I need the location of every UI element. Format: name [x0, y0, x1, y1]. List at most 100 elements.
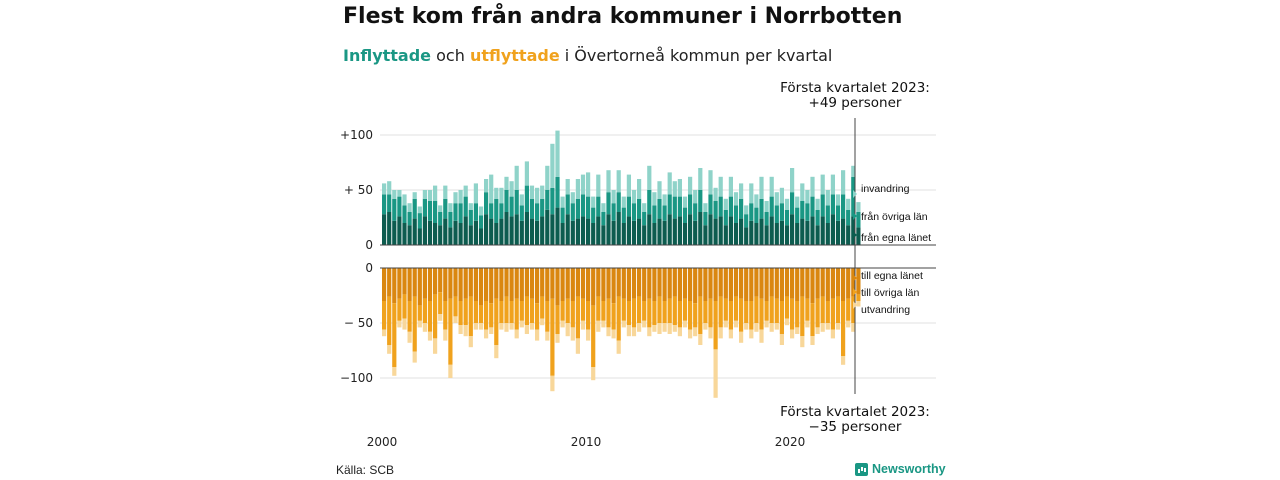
- bar-in-invandring-45: [611, 190, 616, 204]
- bar-in-fran_ovriga_lan-70: [739, 198, 744, 219]
- bar-out-utvandring-90: [841, 356, 846, 365]
- bar-out-till_ovriga_lan-8: [422, 298, 427, 323]
- bar-in-invandring-11: [438, 205, 443, 212]
- bar-out-till_egna_lanet-15: [458, 268, 463, 301]
- bar-out-till_egna_lanet-21: [489, 268, 494, 304]
- bar-out-utvandring-60: [688, 329, 693, 339]
- bar-in-fran_egna_lanet-6: [412, 218, 417, 245]
- bar-in-fran_egna_lanet-38: [575, 218, 580, 245]
- bar-out-utvandring-88: [830, 329, 835, 339]
- bar-out-till_egna_lanet-42: [596, 268, 601, 297]
- bar-out-till_egna_lanet-32: [545, 268, 550, 301]
- bar-out-till_ovriga_lan-63: [703, 301, 708, 323]
- bar-out-till_ovriga_lan-72: [749, 301, 754, 330]
- bar-in-fran_ovriga_lan-40: [586, 196, 591, 219]
- bar-out-utvandring-80: [790, 329, 795, 339]
- bar-in-invandring-88: [830, 174, 835, 195]
- bar-out-utvandring-0: [382, 329, 387, 337]
- bar-in-fran_egna_lanet-74: [759, 218, 764, 245]
- bar-out-till_egna_lanet-34: [555, 268, 560, 306]
- bar-in-invandring-1: [387, 181, 392, 195]
- bar-in-fran_egna_lanet-31: [540, 216, 545, 245]
- bar-in-invandring-32: [545, 165, 550, 190]
- bar-in-fran_egna_lanet-28: [524, 212, 529, 245]
- bar-in-fran_ovriga_lan-50: [637, 198, 642, 219]
- bar-out-till_ovriga_lan-43: [601, 301, 606, 321]
- bar-in-invandring-19: [478, 206, 484, 216]
- bar-out-till_egna_lanet-61: [693, 268, 698, 304]
- bar-in-fran_egna_lanet-77: [774, 223, 779, 245]
- annotation-top-line2: +49 personer: [809, 95, 902, 111]
- bar-in-fran_egna_lanet-61: [693, 220, 698, 245]
- bar-out-utvandring-35: [560, 320, 565, 328]
- bar-out-till_egna_lanet-92: [851, 268, 856, 297]
- bar-out-utvandring-8: [422, 323, 427, 332]
- bar-in-invandring-83: [805, 190, 810, 204]
- bar-out-till_egna_lanet-75: [764, 268, 769, 301]
- bar-in-invandring-20: [484, 179, 489, 193]
- bar-in-invandring-9: [427, 190, 433, 201]
- bar-in-invandring-38: [575, 179, 580, 199]
- bar-in-invandring-34: [555, 130, 560, 177]
- brand-name: Newsworthy: [872, 462, 946, 476]
- bar-out-utvandring-1: [387, 345, 392, 354]
- x-tick-2010: 2010: [571, 435, 602, 449]
- bar-in-fran_ovriga_lan-56: [667, 194, 672, 215]
- bar-in-fran_egna_lanet-68: [728, 216, 733, 245]
- bar-in-fran_ovriga_lan-33: [550, 187, 555, 215]
- bar-in-fran_egna_lanet-23: [499, 218, 504, 245]
- bar-out-till_ovriga_lan-73: [754, 296, 759, 323]
- bar-in-invandring-82: [800, 183, 805, 201]
- bar-in-fran_egna_lanet-51: [642, 225, 647, 245]
- bar-out-utvandring-2: [392, 367, 397, 376]
- bar-in-fran_egna_lanet-63: [703, 225, 708, 245]
- bar-out-utvandring-17: [468, 336, 473, 348]
- bar-out-till_ovriga_lan-93: [856, 294, 861, 301]
- bar-in-fran_egna_lanet-7: [417, 228, 422, 245]
- bar-in-fran_egna_lanet-55: [662, 220, 667, 245]
- bar-in-invandring-87: [825, 190, 830, 206]
- brand[interactable]: Newsworthy: [855, 462, 946, 476]
- bar-out-till_ovriga_lan-34: [555, 305, 560, 334]
- bar-in-fran_ovriga_lan-76: [769, 196, 774, 217]
- bar-out-utvandring-52: [647, 327, 652, 337]
- bar-out-utvandring-11: [438, 314, 443, 321]
- bar-out-utvandring-4: [402, 318, 407, 330]
- bar-in-invandring-53: [652, 192, 657, 206]
- bar-out-utvandring-50: [637, 323, 642, 332]
- bar-out-till_ovriga_lan-0: [382, 301, 387, 330]
- bar-out-till_ovriga_lan-44: [606, 298, 611, 328]
- bar-in-fran_ovriga_lan-4: [402, 205, 407, 223]
- bar-in-invandring-33: [550, 143, 555, 188]
- bar-out-till_egna_lanet-4: [402, 268, 407, 295]
- bar-in-invandring-24: [504, 176, 509, 190]
- bar-out-till_egna_lanet-38: [575, 268, 580, 297]
- bar-out-utvandring-20: [484, 329, 489, 339]
- bar-in-invandring-7: [417, 206, 422, 214]
- bar-in-fran_ovriga_lan-67: [723, 209, 728, 226]
- bar-in-fran_ovriga_lan-63: [703, 212, 708, 226]
- bar-out-till_ovriga_lan-23: [499, 301, 504, 323]
- bar-in-invandring-90: [841, 170, 846, 195]
- bar-in-invandring-27: [519, 194, 524, 206]
- bar-in-invandring-21: [489, 174, 494, 204]
- bar-in-invandring-57: [672, 181, 677, 197]
- bar-out-till_ovriga_lan-88: [830, 298, 835, 330]
- bar-in-fran_ovriga_lan-16: [463, 196, 468, 217]
- bar-out-till_ovriga_lan-25: [509, 301, 514, 323]
- bar-out-till_egna_lanet-24: [504, 268, 509, 297]
- bar-in-fran_egna_lanet-72: [749, 220, 754, 245]
- bar-in-invandring-26: [514, 165, 519, 190]
- subtitle-utflyttade: utflyttade: [469, 46, 560, 65]
- bar-in-fran_egna_lanet-60: [688, 214, 693, 245]
- bar-in-fran_egna_lanet-50: [637, 218, 642, 245]
- bar-in-fran_ovriga_lan-75: [764, 212, 769, 226]
- bar-in-fran_ovriga_lan-61: [693, 203, 698, 221]
- bar-in-invandring-30: [535, 187, 540, 204]
- bar-out-utvandring-7: [417, 320, 422, 328]
- bar-out-till_ovriga_lan-55: [662, 301, 667, 323]
- bar-in-invandring-63: [703, 203, 708, 212]
- bar-in-fran_ovriga_lan-18: [473, 203, 478, 221]
- bar-out-till_egna_lanet-67: [723, 268, 728, 299]
- bar-out-utvandring-27: [519, 320, 524, 328]
